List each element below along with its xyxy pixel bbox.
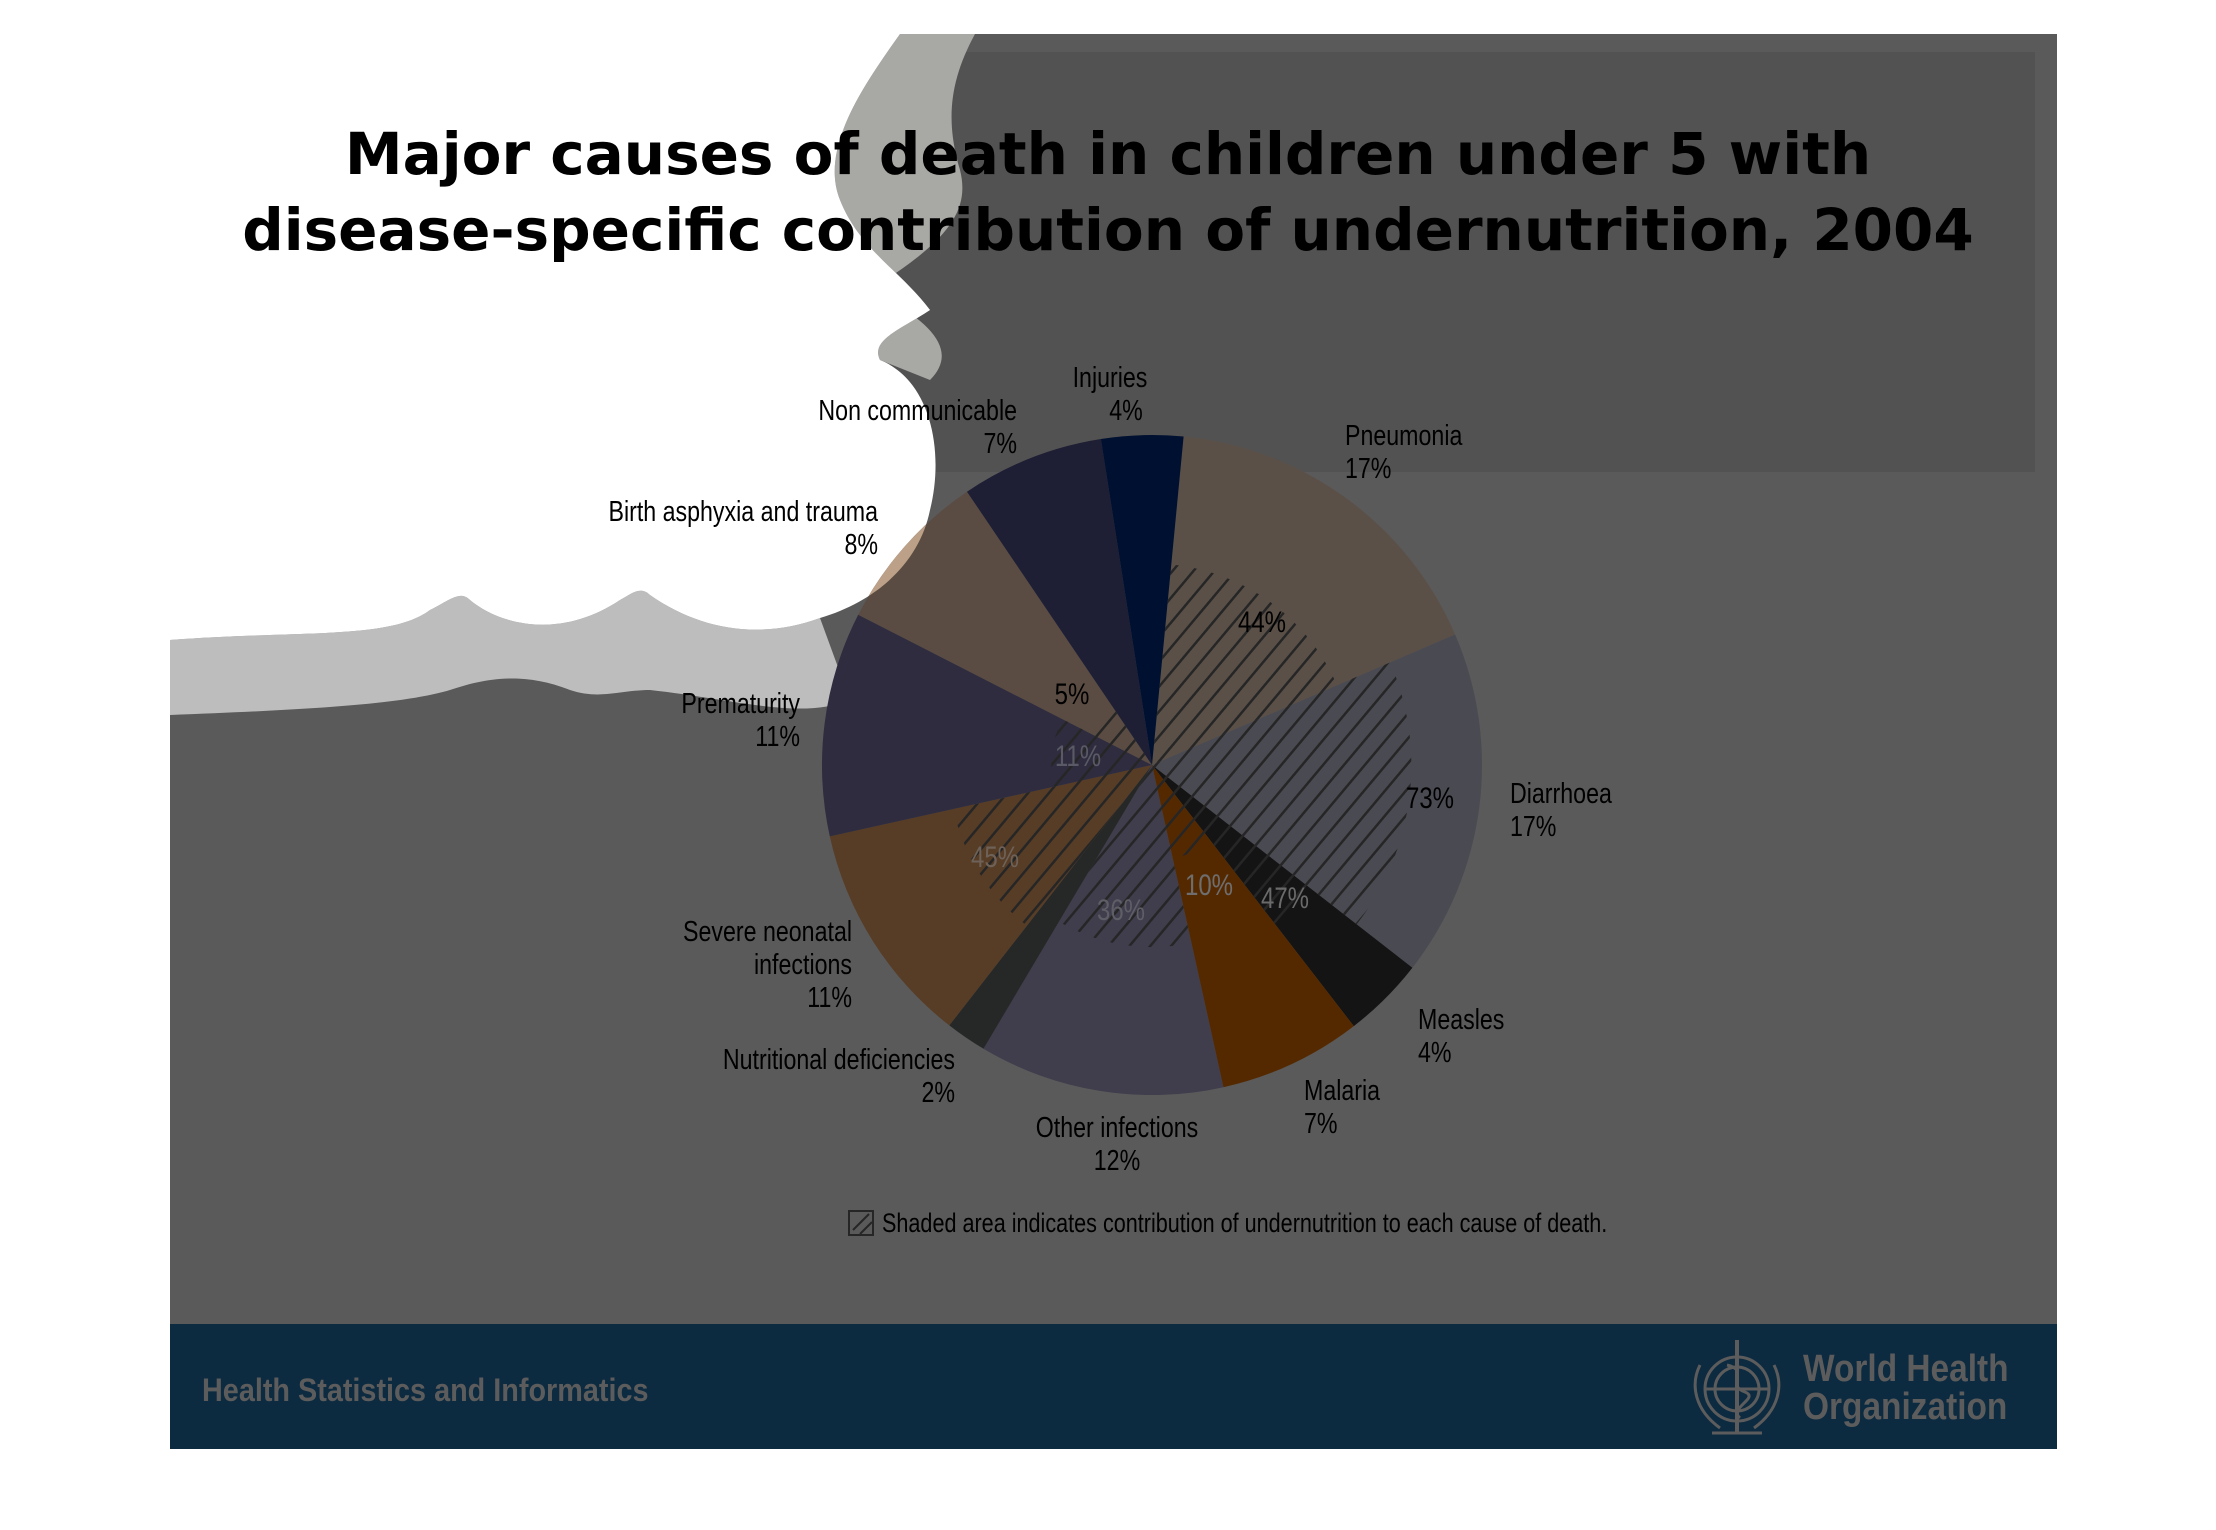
pie-slice-birth-asphyxia-and-trauma — [858, 491, 1152, 765]
undernutrition-shading-prematurity — [1051, 719, 1152, 787]
inner-label-malaria: 10% — [1184, 869, 1234, 902]
label-value: 7% — [983, 428, 1017, 460]
footer-department: Health Statistics and Informatics — [202, 1372, 649, 1408]
label-value: 4% — [1109, 395, 1143, 427]
undernutrition-shading-severe-neonatal-infections — [953, 765, 1152, 926]
label-name: Measles — [1418, 1004, 1505, 1036]
inner-label-other-infections: 36% — [1096, 894, 1146, 927]
label-value: 11% — [755, 721, 800, 753]
inner-label-measles: 47% — [1260, 882, 1310, 915]
legend-text: Shaded area indicates contribution of un… — [882, 1208, 1608, 1238]
label-value: 4% — [1418, 1037, 1452, 1069]
label-value: 17% — [1510, 811, 1557, 843]
inner-label-severe-neonatal: 45% — [970, 841, 1020, 874]
inner-label-diarrhoea: 73% — [1405, 782, 1455, 815]
pie-slice-injuries — [1100, 434, 1184, 765]
inner-label-prematurity: 11% — [1054, 740, 1102, 773]
who-emblem-icon — [1693, 1340, 1781, 1435]
label-name: Birth asphyxia and trauma — [608, 496, 878, 528]
hatch-legend-icon — [848, 1210, 874, 1236]
label-prematurity: Prematurity 11% — [640, 688, 800, 754]
footer-band — [170, 1324, 2057, 1449]
globe-grey-area — [834, 34, 975, 380]
label-name: Pneumonia — [1345, 420, 1463, 452]
label-pneumonia: Pneumonia 17% — [1345, 420, 1462, 486]
undernutrition-shading-malaria — [1152, 765, 1211, 859]
cloud-grey-band — [170, 590, 850, 715]
label-birth-asphyxia: Birth asphyxia and trauma 8% — [558, 496, 878, 562]
pie-slice-non-communicable — [967, 439, 1152, 765]
slide-inner-panel — [890, 52, 2035, 472]
label-severe-neonatal: Severe neonatal infections 11% — [612, 916, 852, 1015]
label-value: 12% — [1093, 1145, 1141, 1177]
slide-title-line-1: Major causes of death in children under … — [344, 120, 1872, 188]
label-name: Prematurity — [681, 688, 800, 720]
label-name: Diarrhoea — [1510, 778, 1612, 810]
label-name: Nutritional deficiencies — [722, 1044, 955, 1076]
slide-title-line-2: disease-specific contribution of undernu… — [242, 196, 1974, 264]
label-injuries: Injuries 4% — [1054, 362, 1166, 428]
label-value: 7% — [1304, 1108, 1338, 1140]
undernutrition-shading-pneumonia — [1152, 564, 1337, 765]
inner-label-birth-asphyxia: 5% — [1054, 678, 1090, 711]
label-non-communicable: Non communicable 7% — [777, 395, 1017, 461]
label-measles: Measles 4% — [1418, 1004, 1504, 1070]
who-logo-line-2: Organization — [1803, 1386, 2008, 1428]
who-logo-text: World Health Organization — [1803, 1350, 2009, 1426]
pie-slice-nutritional-deficiencies — [949, 765, 1152, 1049]
undernutrition-shading-other-infections — [1059, 765, 1192, 948]
cloud-white — [170, 34, 936, 640]
who-logo-line-1: World Health — [1803, 1348, 2009, 1390]
label-nutritional-deficiencies: Nutritional deficiencies 2% — [635, 1044, 955, 1110]
label-name: Malaria — [1304, 1075, 1381, 1107]
label-name: Other infections — [1035, 1112, 1199, 1144]
undernutrition-shading-diarrhoea — [1152, 662, 1412, 925]
label-name: Non communicable — [818, 395, 1017, 427]
pie-undernutrition-shading — [953, 564, 1412, 948]
label-value: 11% — [807, 982, 852, 1014]
label-diarrhoea: Diarrhoea 17% — [1510, 778, 1612, 844]
label-malaria: Malaria 7% — [1304, 1075, 1380, 1141]
inner-label-pneumonia: 44% — [1237, 606, 1287, 639]
label-name-line-2: infections — [753, 949, 852, 981]
label-name-line-1: Severe neonatal — [683, 916, 852, 948]
undernutrition-shading-measles — [1152, 765, 1317, 930]
label-value: 8% — [844, 529, 878, 561]
label-other-infections: Other infections 12% — [997, 1112, 1237, 1178]
label-value: 2% — [921, 1077, 955, 1109]
undernutrition-shading-birth-asphyxia-and-trauma — [1091, 708, 1152, 765]
label-value: 17% — [1345, 453, 1392, 485]
label-name: Injuries — [1072, 362, 1148, 394]
